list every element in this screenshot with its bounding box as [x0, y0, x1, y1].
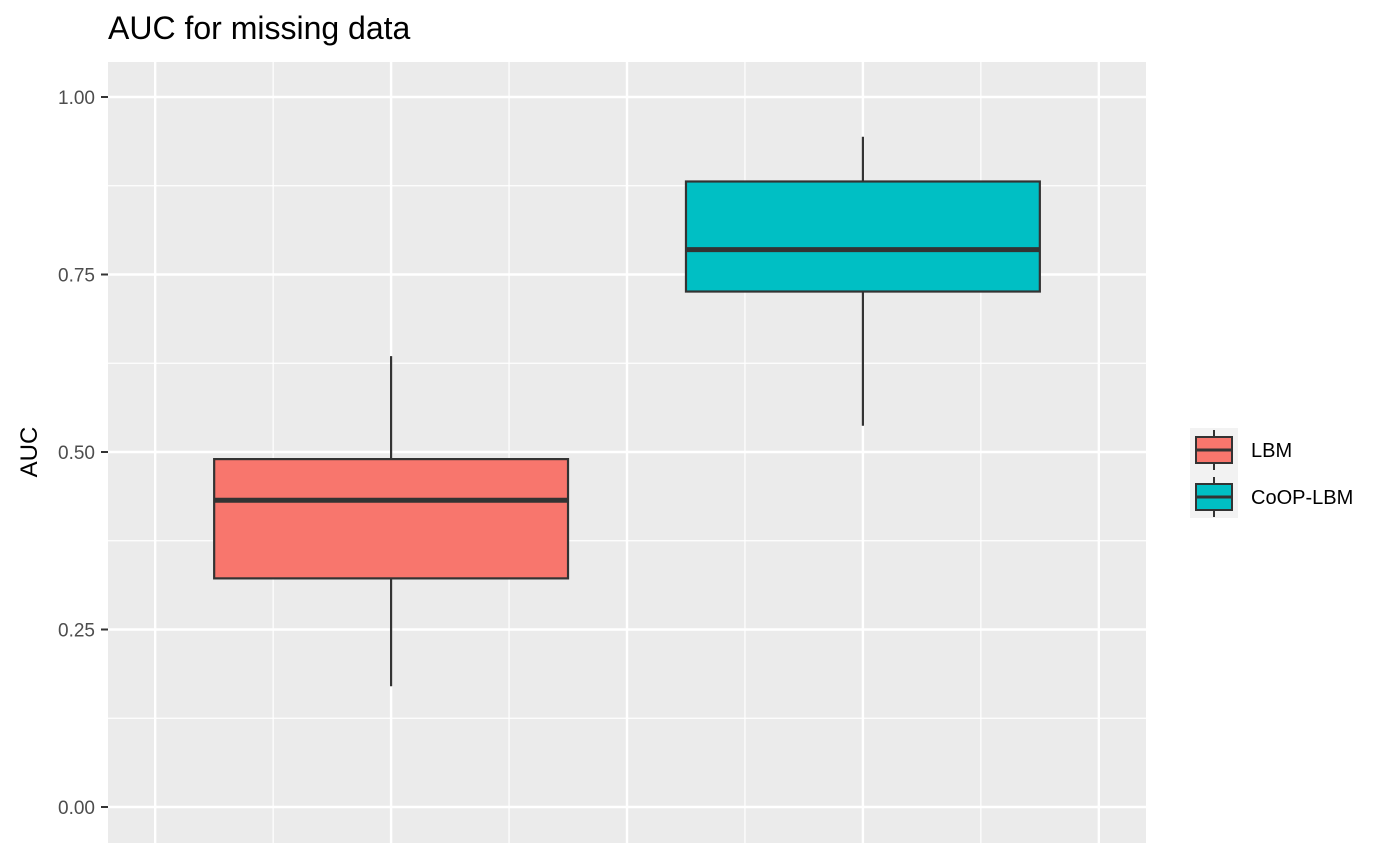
- legend-label: LBM: [1251, 440, 1292, 462]
- legend-label: CoOP-LBM: [1251, 487, 1353, 509]
- iqr-box: [213, 458, 570, 580]
- y-tick-label-3: 0.75: [58, 266, 95, 287]
- box-coop-lbm: [684, 136, 1041, 426]
- legend-item-lbm: LBM: [1195, 430, 1292, 470]
- boxes: [213, 136, 1041, 687]
- box-lbm: [213, 356, 570, 687]
- y-tick-label-1: 0.25: [58, 621, 95, 642]
- y-tick-label-2: 0.50: [58, 443, 95, 464]
- y-tick-label-0: 0.00: [58, 798, 95, 819]
- y-axis: 0.00 0.25 0.50 0.75 1.00: [58, 88, 108, 819]
- chart-title: AUC for missing data: [108, 10, 411, 46]
- y-tick-label-4: 1.00: [58, 88, 95, 109]
- y-axis-title: AUC: [16, 427, 43, 478]
- legend-item-coop-lbm: CoOP-LBM: [1195, 477, 1353, 517]
- legend: LBM CoOP-LBM: [1190, 428, 1353, 518]
- iqr-box: [684, 180, 1041, 293]
